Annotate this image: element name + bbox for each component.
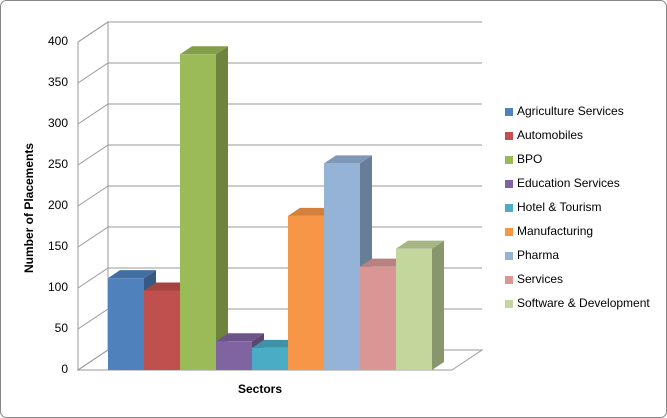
bar-side: [216, 46, 228, 371]
bar-top: [180, 46, 228, 55]
legend-swatch: [505, 108, 513, 116]
bar: [360, 266, 396, 370]
legend-label: Manufacturing: [517, 224, 593, 238]
legend-swatch: [505, 204, 513, 212]
bar: [252, 347, 288, 370]
bar-top: [216, 333, 264, 342]
y-axis-label: Number of Placements: [22, 143, 36, 273]
bar: [108, 278, 144, 370]
bar-top: [396, 240, 444, 249]
bar: [144, 290, 180, 370]
grid-line: [77, 103, 482, 125]
grid-line: [77, 62, 482, 84]
legend-label: Hotel & Tourism: [517, 200, 601, 214]
y-tick-label: 150: [48, 239, 68, 253]
y-tick-label: 400: [48, 34, 68, 48]
bar: [324, 163, 360, 370]
legend-label: Pharma: [517, 248, 559, 262]
legend-swatch: [505, 156, 513, 164]
legend-swatch: [505, 180, 513, 188]
y-tick-label: 50: [55, 321, 69, 335]
legend-label: BPO: [517, 152, 542, 166]
legend-label: Automobiles: [517, 128, 583, 142]
bar-top: [324, 155, 372, 164]
legend-swatch: [505, 132, 513, 140]
legend-swatch: [505, 228, 513, 236]
legend-swatch: [505, 276, 513, 284]
grid-line: [77, 21, 482, 43]
bar: [288, 215, 324, 370]
legend-swatch: [505, 252, 513, 260]
x-axis-label: Sectors: [238, 382, 282, 396]
bar: [396, 248, 432, 370]
legend-label: Agriculture Services: [517, 104, 624, 118]
legend-label: Education Services: [517, 176, 620, 190]
y-tick-label: 250: [48, 157, 68, 171]
grid-line: [77, 144, 482, 166]
bar: [216, 341, 252, 370]
y-tick-label: 0: [61, 362, 68, 376]
bar-top: [108, 270, 156, 279]
y-tick-label: 200: [48, 198, 68, 212]
bar-side: [432, 240, 444, 370]
legend-label: Services: [517, 272, 563, 286]
y-tick-label: 100: [48, 280, 68, 294]
legend-label: Software & Development: [517, 296, 650, 310]
y-tick-label: 350: [48, 75, 68, 89]
bar: [180, 54, 216, 371]
y-tick-label: 300: [48, 116, 68, 130]
legend-swatch: [505, 300, 513, 308]
